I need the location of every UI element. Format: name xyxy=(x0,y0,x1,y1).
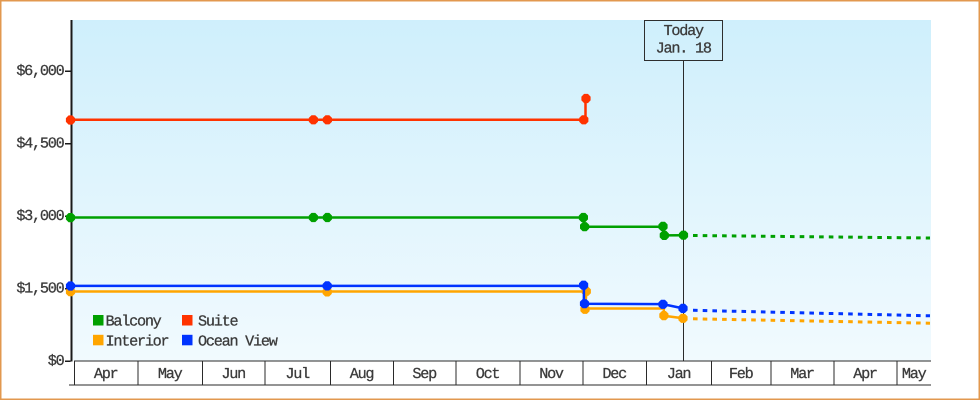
svg-text:Suite: Suite xyxy=(198,313,238,331)
svg-text:Nov: Nov xyxy=(539,365,564,383)
svg-text:Feb: Feb xyxy=(729,365,754,383)
svg-text:Mar: Mar xyxy=(790,365,814,383)
svg-text:Today: Today xyxy=(664,22,704,40)
svg-text:$1,500: $1,500 xyxy=(16,280,64,298)
svg-text:Balcony: Balcony xyxy=(106,313,162,331)
svg-text:Sep: Sep xyxy=(412,365,437,383)
svg-text:Jun: Jun xyxy=(221,365,245,383)
svg-text:Jul: Jul xyxy=(285,365,310,383)
svg-text:$6,000: $6,000 xyxy=(16,62,64,80)
svg-text:$4,500: $4,500 xyxy=(16,135,64,153)
svg-text:Jan. 18: Jan. 18 xyxy=(656,40,712,58)
svg-text:May: May xyxy=(158,365,183,383)
svg-text:Apr: Apr xyxy=(853,365,877,383)
svg-text:Dec: Dec xyxy=(602,365,627,383)
svg-text:Interior: Interior xyxy=(106,332,169,350)
svg-text:Jan: Jan xyxy=(667,365,691,383)
svg-text:$3,000: $3,000 xyxy=(16,207,64,225)
svg-text:May: May xyxy=(902,365,927,383)
svg-text:Apr: Apr xyxy=(94,365,118,383)
svg-text:Ocean View: Ocean View xyxy=(198,332,278,350)
svg-text:Aug: Aug xyxy=(350,365,374,383)
svg-text:$0: $0 xyxy=(48,352,65,370)
svg-text:Oct: Oct xyxy=(476,365,500,383)
